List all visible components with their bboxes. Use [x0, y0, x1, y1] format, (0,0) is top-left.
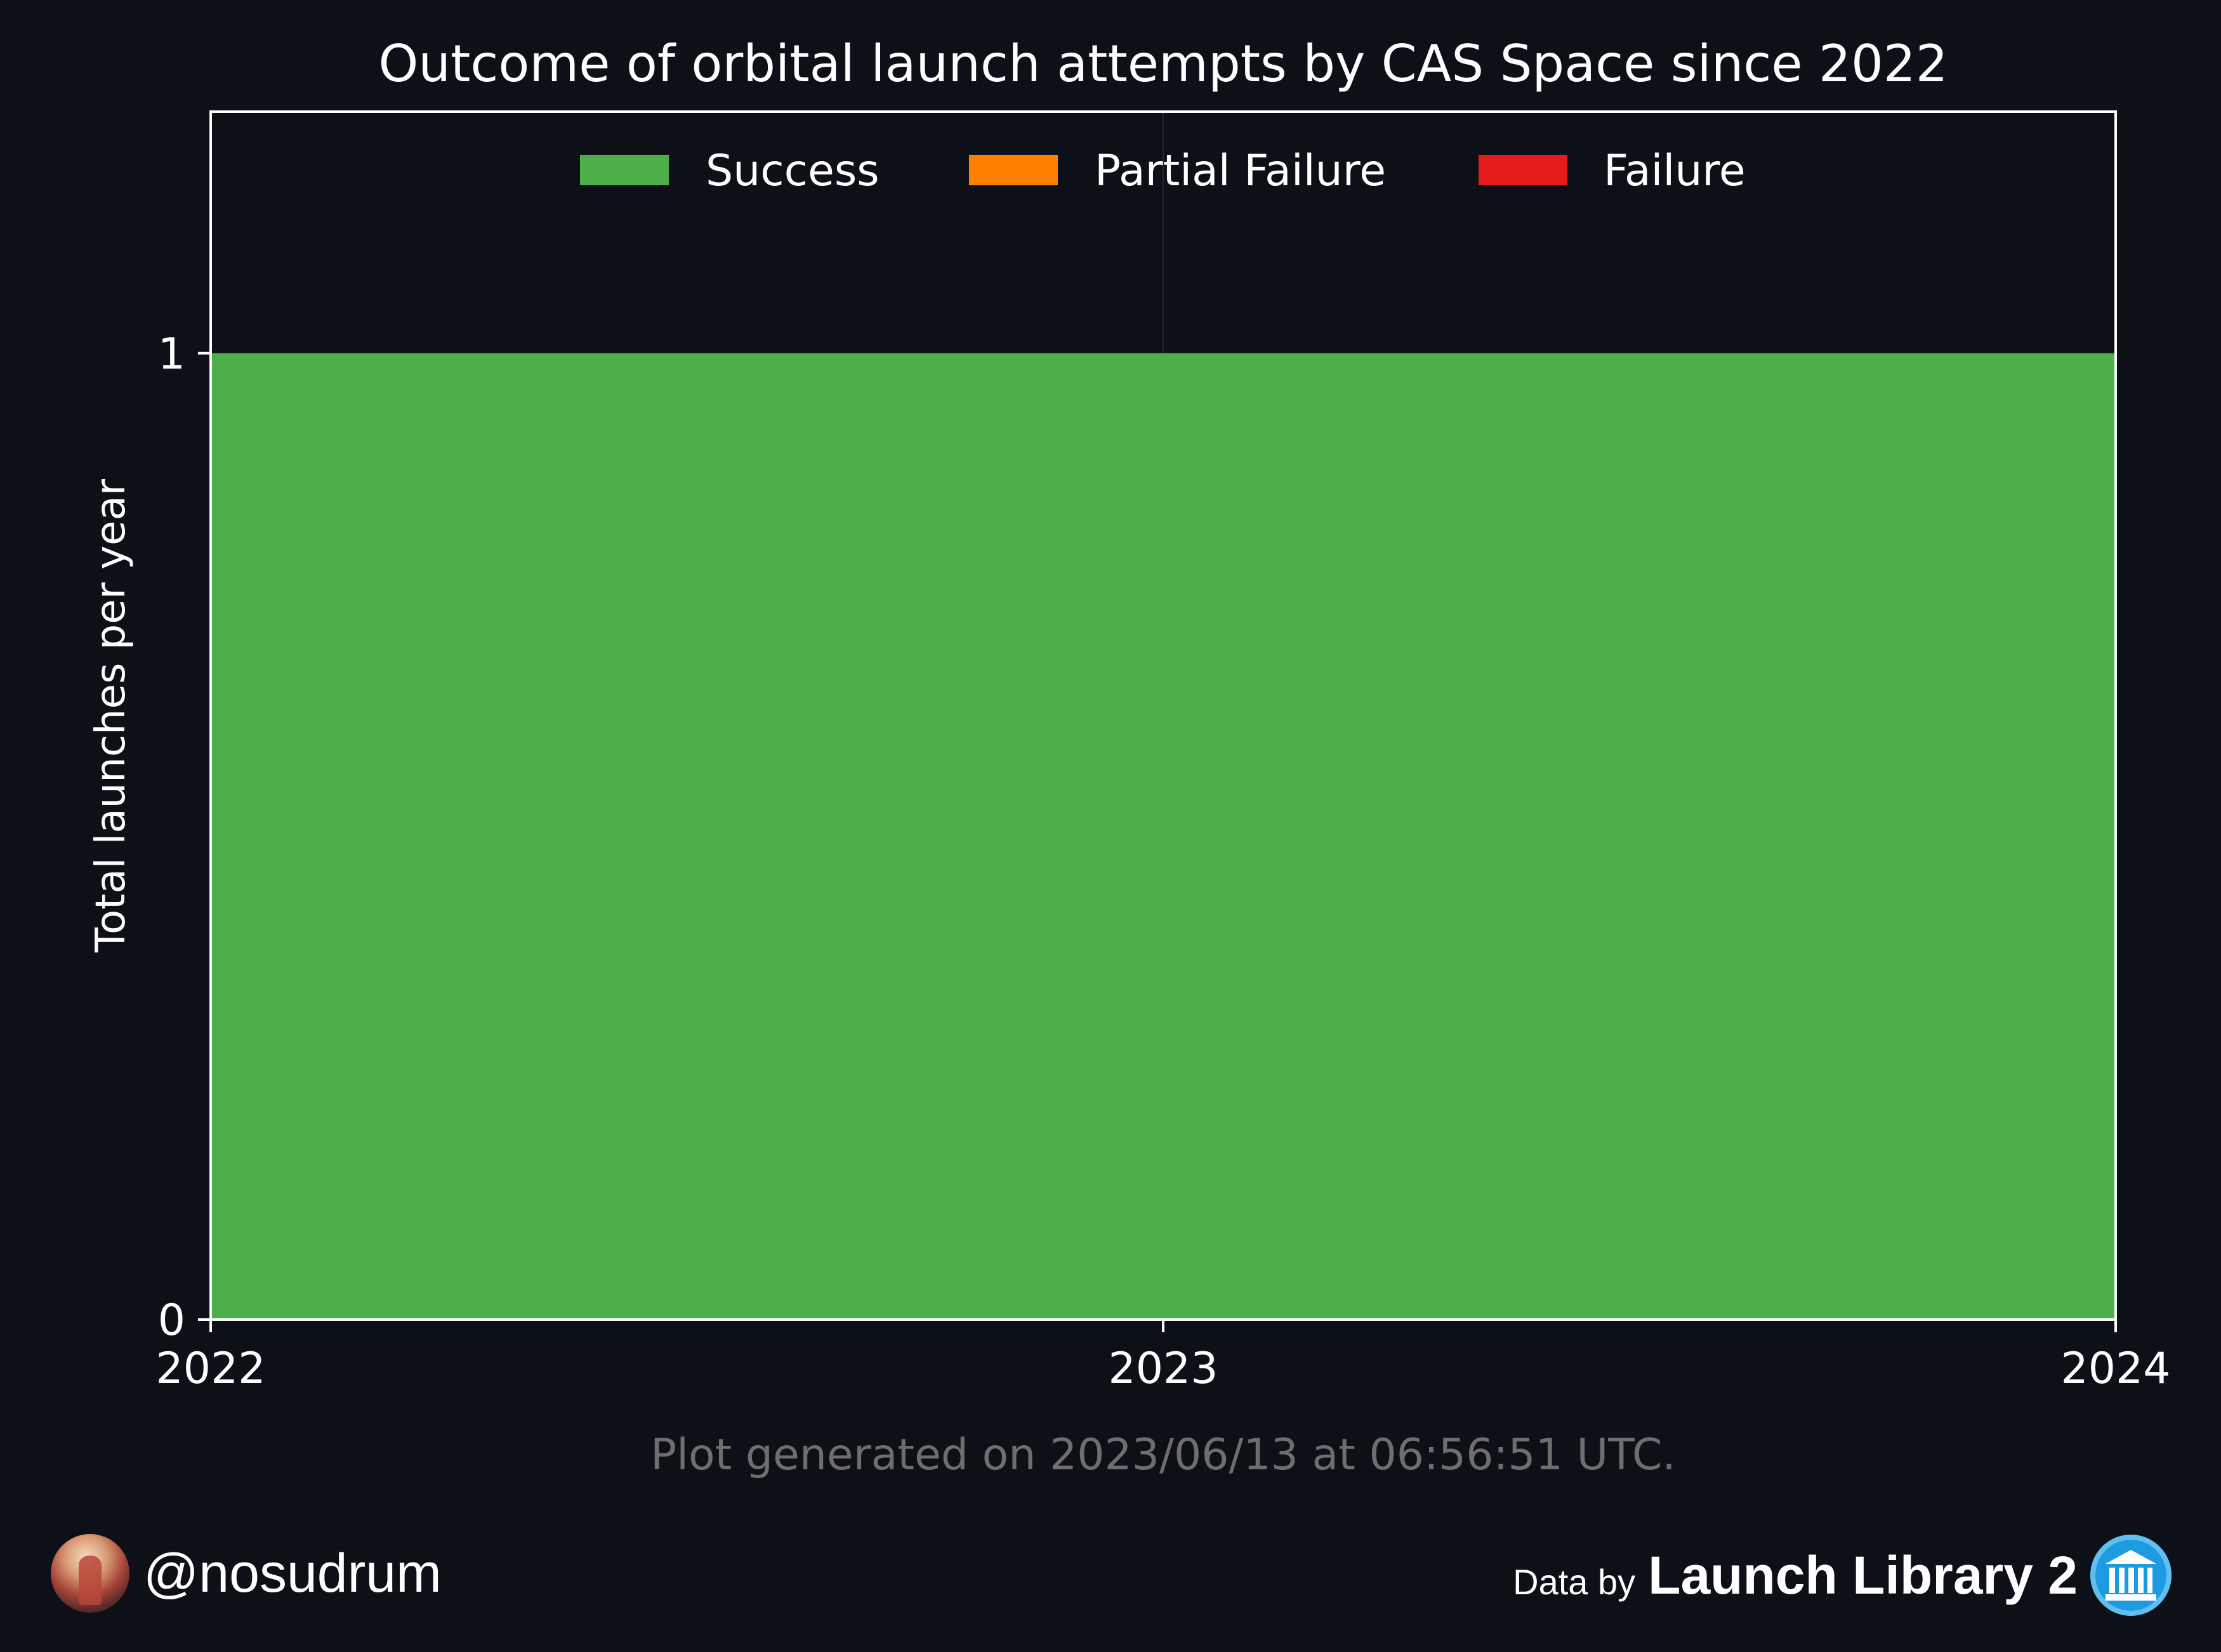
legend-label-failure: Failure — [1604, 146, 1746, 196]
y-tick-label-0: 0 — [158, 1295, 185, 1346]
author-credit: @nosudrum — [51, 1534, 442, 1613]
astronaut-avatar-icon — [51, 1534, 129, 1613]
area-series-success — [211, 353, 2116, 1320]
data-source-name[interactable]: Launch Library 2 — [1648, 1545, 2078, 1605]
author-handle[interactable]: @nosudrum — [143, 1543, 442, 1604]
legend-swatch-partial-failure — [969, 155, 1058, 185]
library-building-icon — [2090, 1535, 2172, 1616]
legend-label-partial-failure: Partial Failure — [1095, 146, 1386, 196]
x-tick-label-2023: 2023 — [1108, 1344, 1218, 1394]
legend-swatch-success — [580, 155, 669, 185]
x-tick-label-2022: 2022 — [155, 1344, 265, 1394]
data-source-credit: Data by Launch Library 2 — [1513, 1534, 2172, 1616]
data-by-label: Data by — [1513, 1561, 1636, 1602]
chart-title: Outcome of orbital launch attempts by CA… — [378, 34, 1947, 93]
legend-swatch-failure — [1479, 155, 1567, 185]
x-tick-label-2024: 2024 — [2060, 1344, 2170, 1394]
legend-label-success: Success — [706, 146, 880, 196]
y-tick-label-1: 1 — [158, 329, 185, 379]
y-axis-label: Total launches per year — [88, 478, 135, 953]
plot-generated-footnote: Plot generated on 2023/06/13 at 06:56:51… — [650, 1430, 1676, 1480]
